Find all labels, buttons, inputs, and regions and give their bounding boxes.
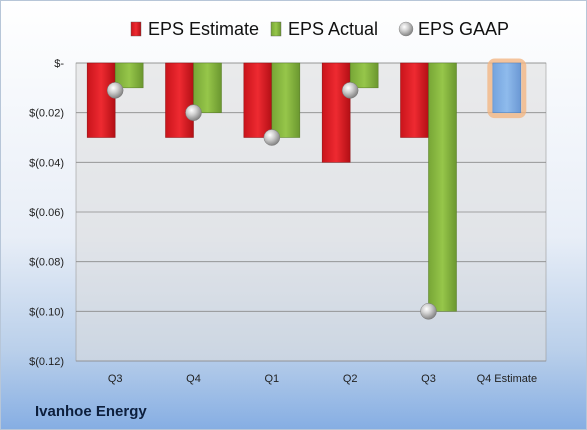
bar-eps-actual — [428, 62, 457, 312]
bar-eps-estimate — [321, 62, 351, 163]
company-name: Ivanhoe Energy — [35, 403, 147, 420]
legend-label: EPS GAAP — [418, 19, 509, 39]
x-axis-labels: Q3 Q4 Q1 Q2 Q3 Q4 Estimate — [108, 373, 537, 385]
x-tick-label: Q3 — [108, 373, 123, 385]
gaap-marker — [341, 82, 359, 99]
legend-item: EPS GAAP — [398, 19, 509, 39]
y-tick-label: $- — [54, 58, 64, 70]
bar-eps-estimate — [165, 62, 194, 138]
gaap-marker — [263, 129, 281, 146]
y-tick-label: $(0.04) — [29, 157, 64, 169]
x-tick-label: Q2 — [343, 373, 358, 385]
x-tick-label: Q3 — [421, 373, 436, 385]
legend: EPS Estimate EPS Actual EPS GAAP — [130, 19, 509, 39]
y-tick-label: $(0.10) — [29, 306, 64, 318]
legend-item: EPS Estimate — [130, 19, 259, 39]
bar-eps-actual — [349, 62, 379, 89]
bar-eps-actual — [193, 62, 222, 113]
legend-label: EPS Estimate — [148, 19, 259, 39]
bar-eps-estimate — [400, 62, 429, 138]
forecast-glow — [487, 58, 527, 119]
x-tick-label: Q4 Estimate — [477, 373, 538, 385]
legend-swatch — [398, 21, 414, 37]
bars — [86, 58, 527, 312]
y-tick-label: $(0.12) — [29, 356, 64, 368]
y-tick-label: $(0.02) — [29, 108, 64, 120]
bar-q4-estimate — [492, 62, 522, 113]
bar-eps-actual — [271, 62, 301, 138]
gaap-marker — [185, 104, 202, 121]
legend-swatch — [270, 21, 282, 37]
y-axis-labels: $- $(0.02) $(0.04) $(0.06) $(0.08) $(0.10) $(0… — [29, 58, 64, 368]
legend-item: EPS Actual — [270, 19, 378, 39]
bar-eps-estimate — [243, 62, 273, 138]
x-tick-label: Q4 — [186, 373, 201, 385]
x-tick-label: Q1 — [264, 373, 279, 385]
legend-label: EPS Actual — [288, 19, 378, 39]
bar-eps-estimate — [86, 62, 116, 138]
y-tick-label: $(0.08) — [29, 257, 64, 269]
gridlines — [76, 62, 546, 362]
y-tick-label: $(0.06) — [29, 207, 64, 219]
gaap-marker — [106, 82, 124, 99]
gaap-marker — [420, 303, 437, 320]
legend-swatch — [130, 21, 142, 37]
gaap-markers — [106, 82, 437, 320]
